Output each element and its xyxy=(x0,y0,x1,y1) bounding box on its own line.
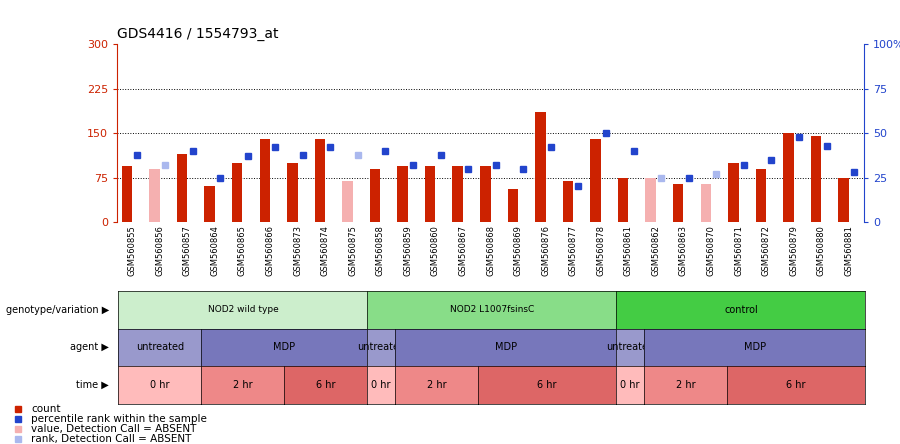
Text: GSM560878: GSM560878 xyxy=(597,226,606,277)
Text: MDP: MDP xyxy=(274,342,295,353)
Text: 6 hr: 6 hr xyxy=(537,380,557,390)
Text: GSM560859: GSM560859 xyxy=(403,226,412,276)
Text: GSM560879: GSM560879 xyxy=(789,226,798,276)
Text: count: count xyxy=(32,404,61,414)
Bar xyxy=(397,166,408,222)
Text: GSM560881: GSM560881 xyxy=(844,226,853,276)
Bar xyxy=(839,178,849,222)
Text: untreated: untreated xyxy=(607,342,654,353)
Text: untreated: untreated xyxy=(357,342,405,353)
Text: GSM560864: GSM560864 xyxy=(211,226,220,276)
Bar xyxy=(508,190,518,222)
Text: value, Detection Call = ABSENT: value, Detection Call = ABSENT xyxy=(32,424,196,434)
Bar xyxy=(204,186,215,222)
Text: GSM560855: GSM560855 xyxy=(128,226,137,276)
Text: GSM560877: GSM560877 xyxy=(569,226,578,277)
Text: GSM560876: GSM560876 xyxy=(541,226,550,277)
Text: GSM560858: GSM560858 xyxy=(375,226,384,276)
Text: GSM560871: GSM560871 xyxy=(734,226,743,276)
Text: GSM560862: GSM560862 xyxy=(652,226,661,276)
Text: MDP: MDP xyxy=(495,342,517,353)
Bar xyxy=(259,139,270,222)
Text: GSM560880: GSM560880 xyxy=(817,226,826,276)
Text: GSM560863: GSM560863 xyxy=(679,226,688,277)
Bar xyxy=(700,183,711,222)
Text: untreated: untreated xyxy=(136,342,184,353)
Bar xyxy=(176,154,187,222)
Bar xyxy=(783,133,794,222)
Bar xyxy=(617,178,628,222)
Bar xyxy=(480,166,491,222)
Text: GSM560869: GSM560869 xyxy=(514,226,523,276)
Text: 6 hr: 6 hr xyxy=(787,380,806,390)
Bar xyxy=(342,181,353,222)
Text: MDP: MDP xyxy=(743,342,766,353)
Text: GSM560857: GSM560857 xyxy=(183,226,192,276)
Bar xyxy=(149,169,159,222)
Text: GSM560856: GSM560856 xyxy=(155,226,164,276)
Bar xyxy=(425,166,436,222)
Text: 0 hr: 0 hr xyxy=(372,380,391,390)
Text: rank, Detection Call = ABSENT: rank, Detection Call = ABSENT xyxy=(32,434,192,444)
Text: 2 hr: 2 hr xyxy=(427,380,446,390)
Bar xyxy=(590,139,601,222)
Text: GDS4416 / 1554793_at: GDS4416 / 1554793_at xyxy=(117,27,278,40)
Bar xyxy=(122,166,132,222)
Bar xyxy=(645,178,656,222)
Bar xyxy=(370,169,380,222)
Text: GSM560873: GSM560873 xyxy=(293,226,302,277)
Text: NOD2 L1007fsinsC: NOD2 L1007fsinsC xyxy=(450,305,534,314)
Text: control: control xyxy=(724,305,758,315)
Bar xyxy=(756,169,766,222)
Text: GSM560874: GSM560874 xyxy=(320,226,329,276)
Bar xyxy=(287,163,298,222)
Text: 0 hr: 0 hr xyxy=(620,380,640,390)
Text: 2 hr: 2 hr xyxy=(676,380,696,390)
Text: percentile rank within the sample: percentile rank within the sample xyxy=(32,414,207,424)
Text: GSM560861: GSM560861 xyxy=(624,226,633,276)
Text: GSM560866: GSM560866 xyxy=(266,226,274,277)
Text: NOD2 wild type: NOD2 wild type xyxy=(208,305,278,314)
Text: 2 hr: 2 hr xyxy=(233,380,253,390)
Text: GSM560868: GSM560868 xyxy=(486,226,495,277)
Text: 0 hr: 0 hr xyxy=(150,380,169,390)
Text: GSM560867: GSM560867 xyxy=(458,226,467,277)
Bar xyxy=(728,163,739,222)
Text: GSM560865: GSM560865 xyxy=(238,226,247,276)
Text: genotype/variation ▶: genotype/variation ▶ xyxy=(5,305,109,315)
Text: time ▶: time ▶ xyxy=(76,380,109,390)
Bar xyxy=(811,136,822,222)
Bar xyxy=(673,183,683,222)
Text: GSM560870: GSM560870 xyxy=(706,226,716,276)
Bar xyxy=(562,181,573,222)
Bar xyxy=(536,112,545,222)
Text: GSM560860: GSM560860 xyxy=(431,226,440,276)
Text: agent ▶: agent ▶ xyxy=(70,342,109,353)
Text: GSM560875: GSM560875 xyxy=(348,226,357,276)
Text: 6 hr: 6 hr xyxy=(316,380,336,390)
Bar xyxy=(315,139,325,222)
Bar xyxy=(232,163,242,222)
Bar xyxy=(453,166,463,222)
Text: GSM560872: GSM560872 xyxy=(761,226,770,276)
